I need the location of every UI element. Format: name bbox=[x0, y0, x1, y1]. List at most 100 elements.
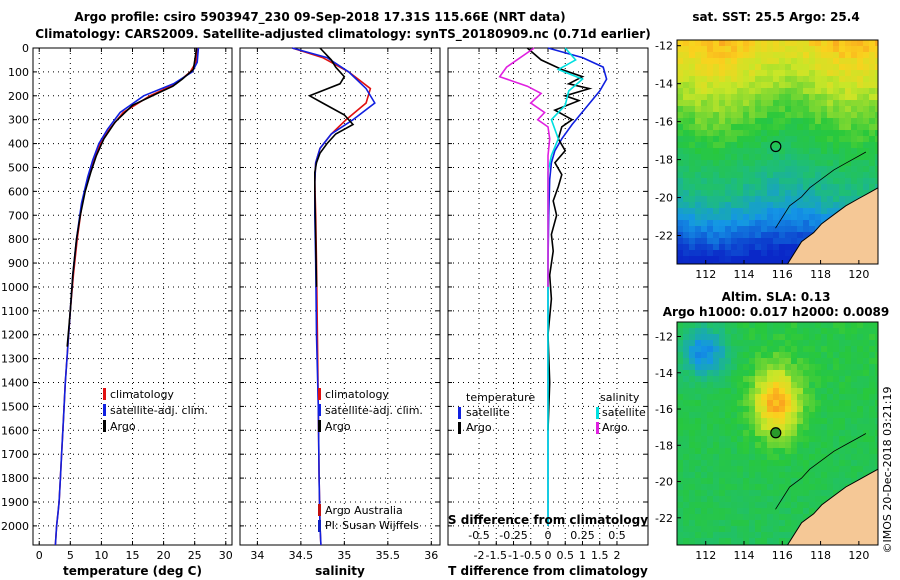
map-cell bbox=[785, 430, 791, 436]
map-cell bbox=[707, 424, 713, 430]
map-cell bbox=[875, 52, 878, 58]
map-cell bbox=[725, 76, 731, 82]
map-cell bbox=[791, 526, 797, 532]
map-cell bbox=[839, 352, 845, 358]
map-cell bbox=[791, 376, 797, 382]
map-cell bbox=[797, 400, 803, 406]
map-cell bbox=[779, 232, 785, 238]
map-cell bbox=[731, 412, 737, 418]
map-cell bbox=[779, 460, 785, 466]
map-cell bbox=[737, 82, 743, 88]
map-cell bbox=[761, 496, 767, 502]
map-cell bbox=[731, 76, 737, 82]
map-cell bbox=[731, 442, 737, 448]
map-cell bbox=[749, 328, 755, 334]
map-cell bbox=[683, 532, 689, 538]
map-cell bbox=[833, 400, 839, 406]
map-cell bbox=[761, 394, 767, 400]
map-cell bbox=[743, 166, 749, 172]
map-cell bbox=[773, 424, 779, 430]
map-cell bbox=[719, 400, 725, 406]
map-cell bbox=[713, 478, 719, 484]
map-cell bbox=[755, 526, 761, 532]
map-cell bbox=[719, 418, 725, 424]
map-cell bbox=[749, 526, 755, 532]
map-cell bbox=[779, 88, 785, 94]
map-cell bbox=[791, 340, 797, 346]
map-cell bbox=[725, 190, 731, 196]
map-cell bbox=[743, 382, 749, 388]
map-cell bbox=[749, 106, 755, 112]
map-cell bbox=[743, 70, 749, 76]
map-cell bbox=[803, 412, 809, 418]
map-cell bbox=[869, 466, 875, 472]
map-cell bbox=[683, 160, 689, 166]
map-cell bbox=[701, 448, 707, 454]
map-cell bbox=[689, 502, 695, 508]
map-cell bbox=[749, 358, 755, 364]
map-cell bbox=[683, 376, 689, 382]
map-cell bbox=[851, 106, 857, 112]
map-cell bbox=[773, 178, 779, 184]
map-cell bbox=[773, 58, 779, 64]
map-cell bbox=[737, 490, 743, 496]
map-cell bbox=[845, 352, 851, 358]
map-cell bbox=[719, 466, 725, 472]
map-cell bbox=[797, 130, 803, 136]
map-cell bbox=[773, 442, 779, 448]
map-cell bbox=[767, 256, 773, 262]
map-cell bbox=[839, 346, 845, 352]
map-cell bbox=[845, 436, 851, 442]
map-cell bbox=[707, 46, 713, 52]
map-cell bbox=[773, 64, 779, 70]
map-cell bbox=[707, 514, 713, 520]
map-cell bbox=[839, 100, 845, 106]
map-cell bbox=[857, 148, 863, 154]
map-cell bbox=[761, 430, 767, 436]
map-cell bbox=[695, 136, 701, 142]
map-cell bbox=[713, 142, 719, 148]
map-cell bbox=[755, 466, 761, 472]
map-cell bbox=[707, 526, 713, 532]
map-cell bbox=[785, 226, 791, 232]
map-cell bbox=[863, 40, 869, 46]
y-tick-label: 1000 bbox=[1, 281, 29, 294]
map-cell bbox=[821, 196, 827, 202]
map-cell bbox=[749, 148, 755, 154]
map-cell bbox=[701, 526, 707, 532]
map-cell bbox=[779, 112, 785, 118]
map-cell bbox=[743, 256, 749, 262]
map-cell bbox=[803, 196, 809, 202]
map-cell bbox=[755, 262, 761, 264]
map-cell bbox=[683, 538, 689, 544]
map-cell bbox=[767, 232, 773, 238]
map-cell bbox=[791, 214, 797, 220]
map-cell bbox=[713, 118, 719, 124]
map-cell bbox=[761, 118, 767, 124]
map-cell bbox=[791, 232, 797, 238]
map-cell bbox=[791, 166, 797, 172]
map-cell bbox=[851, 172, 857, 178]
map-cell bbox=[701, 178, 707, 184]
map-cell bbox=[863, 466, 869, 472]
map-cell bbox=[815, 100, 821, 106]
map-cell bbox=[749, 184, 755, 190]
map-cell bbox=[791, 70, 797, 76]
map-cell bbox=[845, 136, 851, 142]
map-cell bbox=[821, 64, 827, 70]
map-cell bbox=[815, 322, 821, 328]
map-cell bbox=[869, 322, 875, 328]
map-cell bbox=[803, 40, 809, 46]
map-cell bbox=[827, 130, 833, 136]
map-cell bbox=[713, 214, 719, 220]
map-cell bbox=[875, 460, 878, 466]
map-cell bbox=[761, 424, 767, 430]
map-cell bbox=[719, 436, 725, 442]
map-cell bbox=[755, 184, 761, 190]
series-argo bbox=[307, 47, 355, 287]
map-cell bbox=[773, 154, 779, 160]
map-cell bbox=[845, 88, 851, 94]
map-cell bbox=[839, 166, 845, 172]
map-cell bbox=[851, 424, 857, 430]
series-salinity-argo bbox=[498, 47, 551, 287]
